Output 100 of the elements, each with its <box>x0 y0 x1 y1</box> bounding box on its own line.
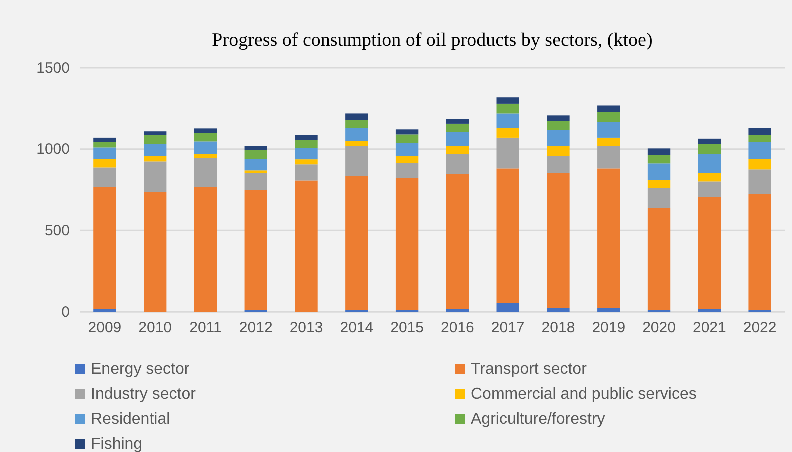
bar <box>346 128 368 142</box>
bar <box>94 187 116 310</box>
bar <box>446 174 470 310</box>
bar <box>547 116 570 122</box>
bar <box>346 176 368 310</box>
bar <box>295 148 318 160</box>
x-tick-label: 2022 <box>743 320 777 337</box>
bar <box>94 168 116 188</box>
bar <box>496 98 520 104</box>
bar <box>648 188 671 208</box>
bar <box>346 146 368 176</box>
bar <box>194 154 218 158</box>
bar <box>244 173 268 190</box>
bar <box>396 130 419 135</box>
bar <box>547 130 570 146</box>
x-tick-label: 2009 <box>88 320 122 337</box>
bar <box>396 178 419 310</box>
x-tick-label: 2019 <box>592 320 626 337</box>
bar <box>346 141 368 146</box>
bar <box>446 154 470 174</box>
legend-label: Commercial and public services <box>471 386 697 403</box>
bar <box>598 146 620 169</box>
bar <box>144 156 167 162</box>
bar <box>748 128 772 136</box>
bar <box>648 148 671 156</box>
bar <box>598 138 620 146</box>
bar <box>698 154 721 174</box>
bar <box>396 143 419 156</box>
bar <box>598 112 620 122</box>
legend-label: Fishing <box>91 436 143 452</box>
x-tick-label: 2021 <box>692 320 726 337</box>
bar <box>748 142 772 160</box>
bar <box>648 180 671 188</box>
bar <box>346 114 368 120</box>
bar <box>698 144 721 154</box>
bar <box>295 140 318 148</box>
x-tick-label: 2016 <box>441 320 474 337</box>
bar <box>244 159 268 171</box>
bar <box>295 164 318 181</box>
bar <box>598 122 620 138</box>
bar <box>748 135 772 142</box>
bar <box>194 142 218 154</box>
x-tick-label: 2011 <box>190 320 222 337</box>
bar <box>244 190 268 310</box>
bar <box>194 133 218 142</box>
bar <box>446 309 470 312</box>
bar <box>598 106 620 112</box>
bar <box>496 303 520 312</box>
bar <box>346 120 368 128</box>
bar <box>446 124 470 132</box>
bar <box>598 168 620 308</box>
bar <box>446 146 470 154</box>
bar <box>698 182 721 198</box>
bar <box>547 156 570 174</box>
bar <box>94 309 116 312</box>
legend-label: Transport sector <box>471 361 588 378</box>
bar <box>698 173 721 182</box>
bar <box>698 138 721 144</box>
bar <box>698 197 721 310</box>
bar <box>496 138 520 169</box>
bar <box>648 155 671 164</box>
legend-label: Energy sector <box>91 361 190 378</box>
bar <box>547 121 570 130</box>
bar <box>748 170 772 194</box>
x-tick-label: 2017 <box>491 320 525 337</box>
bar <box>194 128 218 134</box>
bar <box>547 173 570 308</box>
bar <box>496 104 520 114</box>
x-tick-label: 2013 <box>290 320 324 337</box>
y-tick-label: 1000 <box>36 141 70 158</box>
bar <box>396 163 419 178</box>
legend-label: Agriculture/forestry <box>471 411 606 428</box>
chart-title: Progress of consumption of oil products by sectors, (ktoe) <box>212 30 653 51</box>
bar <box>144 135 167 144</box>
bar <box>598 308 620 312</box>
bar <box>244 150 268 160</box>
x-tick-label: 2014 <box>340 320 374 337</box>
bar <box>295 180 318 312</box>
bar <box>698 309 721 312</box>
bar <box>748 159 772 170</box>
bar <box>194 187 218 312</box>
y-tick-label: 500 <box>44 222 70 240</box>
x-tick-label: 2015 <box>390 320 424 337</box>
y-tick-label: 1500 <box>36 60 70 77</box>
x-tick-label: 2012 <box>239 320 273 337</box>
bar <box>496 128 520 138</box>
bar <box>144 162 167 192</box>
bar <box>648 164 671 180</box>
y-tick-label: 0 <box>62 304 70 321</box>
x-tick-label: 2020 <box>642 320 676 337</box>
bar <box>244 170 268 174</box>
x-tick-label: 2010 <box>138 320 172 337</box>
bar <box>496 114 520 128</box>
bar <box>446 119 470 124</box>
bar <box>547 308 570 312</box>
bar <box>144 132 167 136</box>
bar <box>94 142 116 148</box>
bar <box>295 135 318 140</box>
bar <box>144 144 167 156</box>
bar <box>496 168 520 304</box>
